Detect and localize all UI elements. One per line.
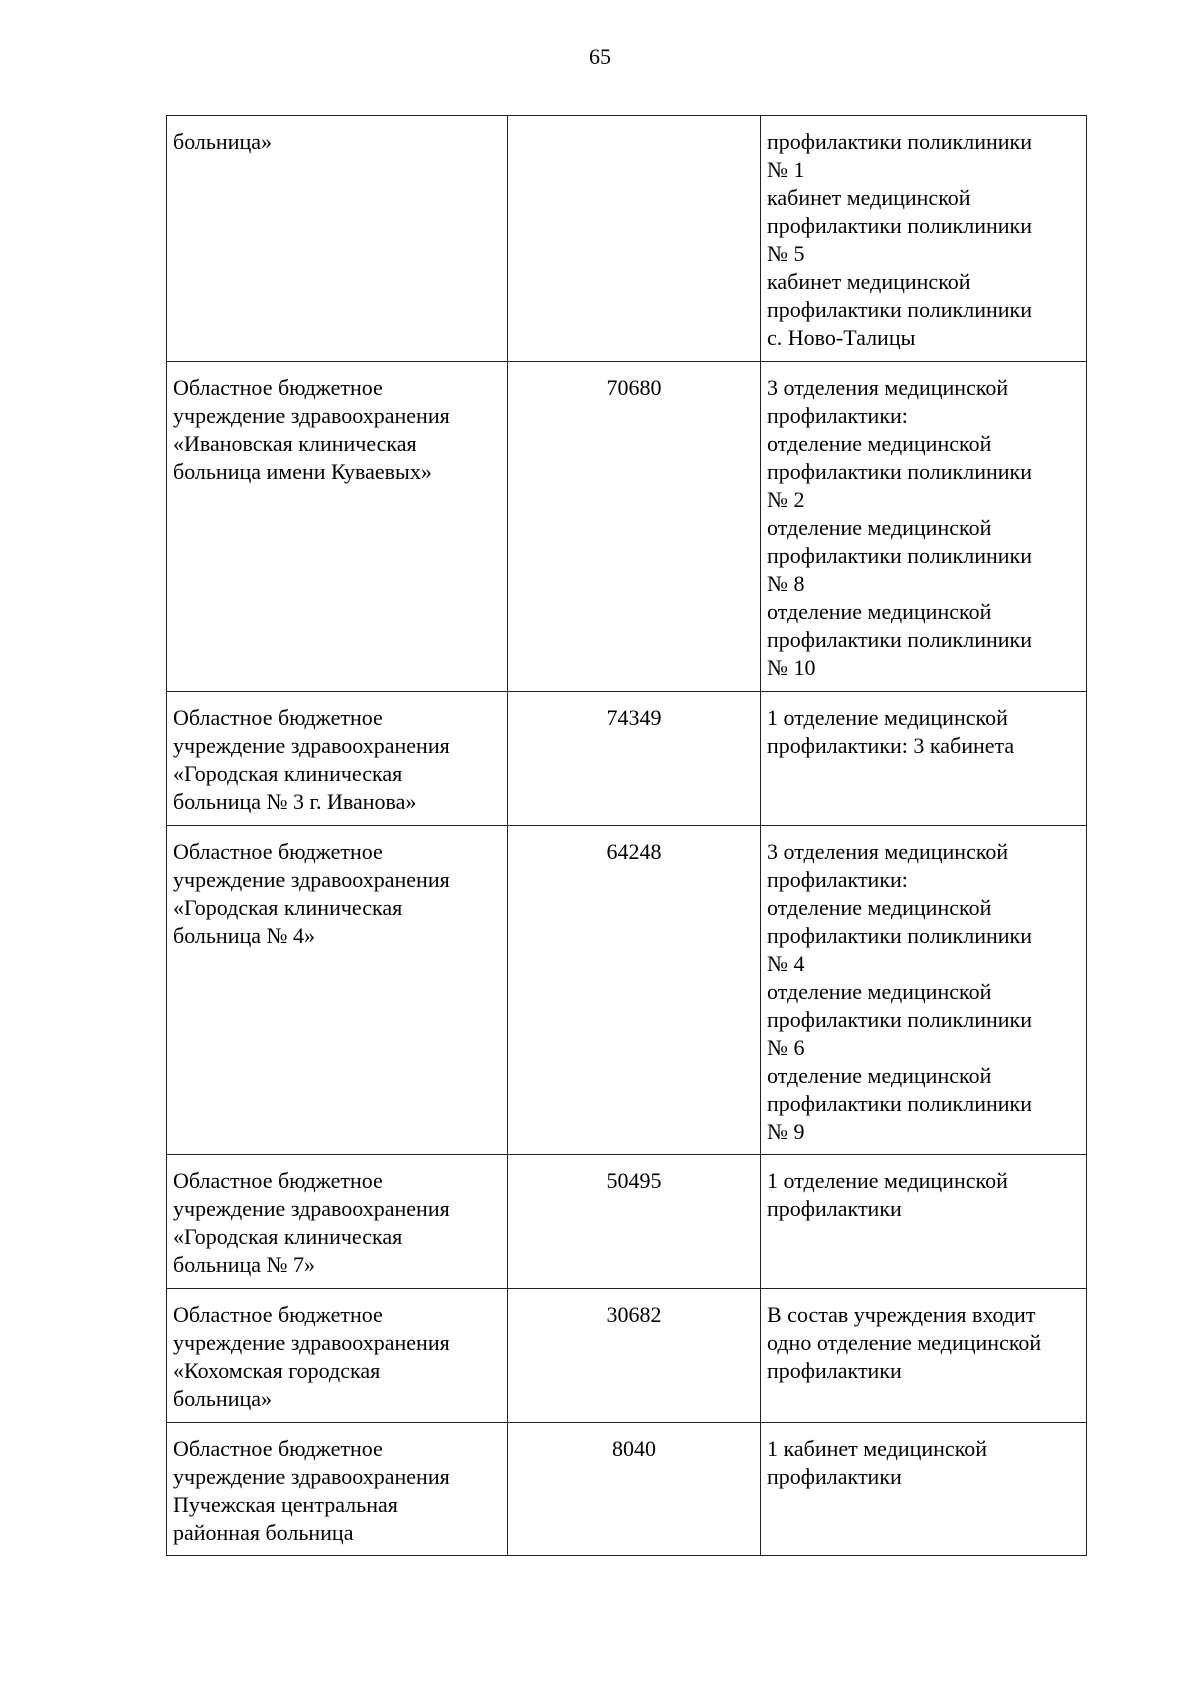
table-row: Областное бюджетное учреждение здравоохр… (166, 361, 1087, 692)
institution-cell: Областное бюджетное учреждение здравоохр… (166, 691, 508, 826)
population-cell: 30682 (507, 1288, 761, 1423)
units-cell: 3 отделения медицинской профилактики: от… (760, 825, 1087, 1155)
table-row: Областное бюджетное учреждение здравоохр… (166, 825, 1087, 1155)
table-row: больница» профилактики поликлиники № 1 к… (166, 115, 1087, 362)
institutions-table: больница» профилактики поликлиники № 1 к… (166, 115, 1087, 1556)
population-cell: 70680 (507, 361, 761, 692)
population-cell: 8040 (507, 1422, 761, 1556)
institution-cell: Областное бюджетное учреждение здравоохр… (166, 825, 508, 1155)
population-cell: 64248 (507, 825, 761, 1155)
units-cell: В состав учреждения входит одно отделени… (760, 1288, 1087, 1423)
table-row: Областное бюджетное учреждение здравоохр… (166, 1288, 1087, 1423)
table-row: Областное бюджетное учреждение здравоохр… (166, 1154, 1087, 1289)
page-number: 65 (589, 44, 611, 69)
population-cell: 74349 (507, 691, 761, 826)
units-cell: 1 кабинет медицинской профилактики (760, 1422, 1087, 1556)
units-cell: 1 отделение медицинской профилактики: 3 … (760, 691, 1087, 826)
units-cell: 1 отделение медицинской профилактики (760, 1154, 1087, 1289)
institution-cell: Областное бюджетное учреждение здравоохр… (166, 1288, 508, 1423)
units-cell: 3 отделения медицинской профилактики: от… (760, 361, 1087, 692)
institution-cell: Областное бюджетное учреждение здравоохр… (166, 1154, 508, 1289)
institution-cell: Областное бюджетное учреждение здравоохр… (166, 1422, 508, 1556)
population-cell: 50495 (507, 1154, 761, 1289)
institution-cell: больница» (166, 115, 508, 362)
institution-cell: Областное бюджетное учреждение здравоохр… (166, 361, 508, 692)
population-cell (507, 115, 761, 362)
table-row: Областное бюджетное учреждение здравоохр… (166, 1422, 1087, 1556)
table-row: Областное бюджетное учреждение здравоохр… (166, 691, 1087, 826)
units-cell: профилактики поликлиники № 1 кабинет мед… (760, 115, 1087, 362)
